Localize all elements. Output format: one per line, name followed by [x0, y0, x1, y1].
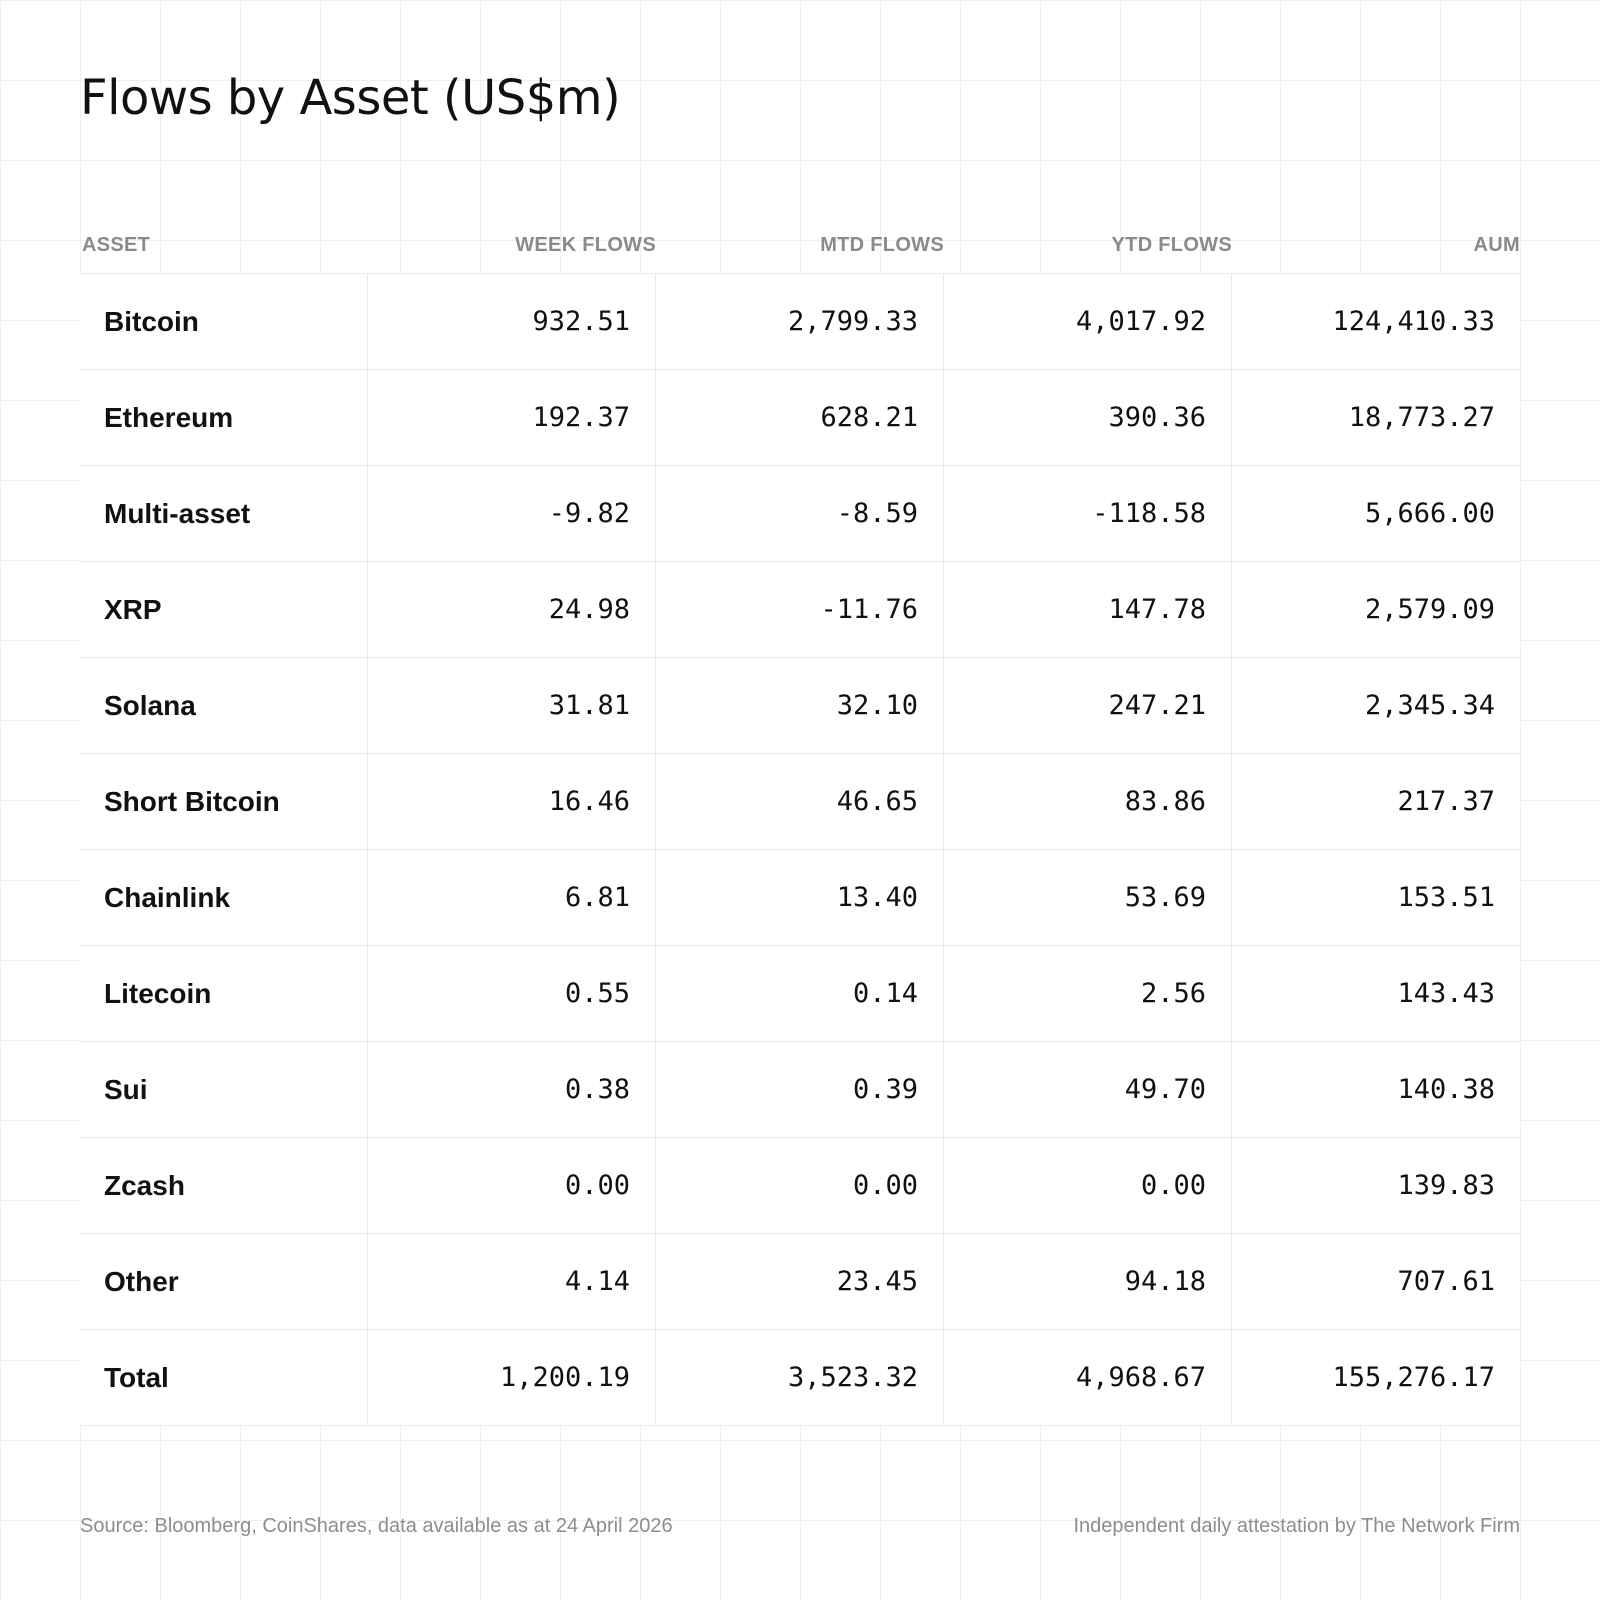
cell-week-flows: 192.37 — [368, 370, 656, 465]
cell-asset: Chainlink — [80, 850, 368, 945]
cell-asset: Bitcoin — [80, 274, 368, 369]
table-row: Sui 0.38 0.39 49.70 140.38 — [80, 1042, 1520, 1138]
table-row: Ethereum 192.37 628.21 390.36 18,773.27 — [80, 370, 1520, 466]
cell-asset: Sui — [80, 1042, 368, 1137]
table-header: ASSET WEEK FLOWS MTD FLOWS YTD FLOWS AUM — [80, 217, 1520, 273]
cell-asset: Other — [80, 1234, 368, 1329]
source-note: Source: Bloomberg, CoinShares, data avai… — [80, 1515, 673, 1537]
cell-ytd-flows: 94.18 — [944, 1234, 1232, 1329]
cell-mtd-flows: 32.10 — [656, 658, 944, 753]
cell-aum: 139.83 — [1397, 1170, 1495, 1201]
cell-mtd-flows: -8.59 — [656, 466, 944, 561]
cell-week-flows: 31.81 — [368, 658, 656, 753]
cell-asset: Short Bitcoin — [80, 754, 368, 849]
cell-ytd-flows: 4,968.67 — [944, 1330, 1232, 1425]
chart-title: Flows by Asset (US$m) — [80, 70, 621, 126]
cell-ytd-flows: 0.00 — [944, 1138, 1232, 1233]
cell-ytd-flows: 53.69 — [944, 850, 1232, 945]
cell-week-flows: 932.51 — [368, 274, 656, 369]
cell-asset: Solana — [80, 658, 368, 753]
cell-aum: 707.61 — [1397, 1266, 1495, 1297]
cell-aum: 143.43 — [1397, 978, 1495, 1009]
header-asset: ASSET — [82, 233, 151, 256]
cell-mtd-flows: -11.76 — [656, 562, 944, 657]
cell-aum: 2,345.34 — [1364, 690, 1495, 721]
cell-mtd-flows: 0.14 — [656, 946, 944, 1041]
table-row: Total 1,200.19 3,523.32 4,968.67 155,276.17 — [80, 1330, 1520, 1426]
table-body: Bitcoin 932.51 2,799.33 4,017.92 124,410.33 E… — [80, 273, 1520, 1426]
cell-asset: Litecoin — [80, 946, 368, 1041]
header-week-flows: WEEK FLOWS — [515, 233, 656, 256]
cell-week-flows: 4.14 — [368, 1234, 656, 1329]
cell-ytd-flows: -118.58 — [944, 466, 1232, 561]
cell-ytd-flows: 49.70 — [944, 1042, 1232, 1137]
table-row: Bitcoin 932.51 2,799.33 4,017.92 124,410.33 — [80, 274, 1520, 370]
cell-mtd-flows: 628.21 — [656, 370, 944, 465]
table-row: Chainlink 6.81 13.40 53.69 153.51 — [80, 850, 1520, 946]
cell-ytd-flows: 247.21 — [944, 658, 1232, 753]
cell-week-flows: 0.55 — [368, 946, 656, 1041]
cell-mtd-flows: 0.39 — [656, 1042, 944, 1137]
table-row: Litecoin 0.55 0.14 2.56 143.43 — [80, 946, 1520, 1042]
attestation-note: Independent daily attestation by The Net… — [1073, 1515, 1520, 1537]
header-aum: AUM — [1473, 233, 1520, 256]
cell-ytd-flows: 2.56 — [944, 946, 1232, 1041]
cell-week-flows: 0.38 — [368, 1042, 656, 1137]
cell-mtd-flows: 2,799.33 — [656, 274, 944, 369]
header-ytd-flows: YTD FLOWS — [1111, 233, 1232, 256]
cell-asset: Total — [80, 1330, 368, 1425]
cell-aum: 140.38 — [1397, 1074, 1495, 1105]
cell-asset: Zcash — [80, 1138, 368, 1233]
cell-week-flows: 0.00 — [368, 1138, 656, 1233]
table-row: XRP 24.98 -11.76 147.78 2,579.09 — [80, 562, 1520, 658]
table-row: Zcash 0.00 0.00 0.00 139.83 — [80, 1138, 1520, 1234]
cell-mtd-flows: 46.65 — [656, 754, 944, 849]
cell-mtd-flows: 0.00 — [656, 1138, 944, 1233]
cell-aum: 5,666.00 — [1364, 498, 1495, 529]
cell-ytd-flows: 4,017.92 — [944, 274, 1232, 369]
table-row: Short Bitcoin 16.46 46.65 83.86 217.37 — [80, 754, 1520, 850]
cell-aum: 124,410.33 — [1332, 306, 1495, 337]
cell-ytd-flows: 147.78 — [944, 562, 1232, 657]
cell-week-flows: 1,200.19 — [368, 1330, 656, 1425]
cell-week-flows: 24.98 — [368, 562, 656, 657]
cell-aum: 217.37 — [1397, 786, 1495, 817]
cell-week-flows: 16.46 — [368, 754, 656, 849]
cell-mtd-flows: 13.40 — [656, 850, 944, 945]
table-row: Solana 31.81 32.10 247.21 2,345.34 — [80, 658, 1520, 754]
flows-table: ASSET WEEK FLOWS MTD FLOWS YTD FLOWS AUM… — [80, 217, 1520, 1426]
header-mtd-flows: MTD FLOWS — [820, 233, 944, 256]
cell-week-flows: -9.82 — [368, 466, 656, 561]
cell-mtd-flows: 3,523.32 — [656, 1330, 944, 1425]
cell-asset: Multi-asset — [80, 466, 368, 561]
cell-ytd-flows: 83.86 — [944, 754, 1232, 849]
cell-aum: 155,276.17 — [1332, 1362, 1495, 1393]
table-row: Multi-asset -9.82 -8.59 -118.58 5,666.00 — [80, 466, 1520, 562]
cell-week-flows: 6.81 — [368, 850, 656, 945]
cell-asset: Ethereum — [80, 370, 368, 465]
cell-asset: XRP — [80, 562, 368, 657]
cell-aum: 18,773.27 — [1348, 402, 1495, 433]
cell-ytd-flows: 390.36 — [944, 370, 1232, 465]
table-row: Other 4.14 23.45 94.18 707.61 — [80, 1234, 1520, 1330]
cell-aum: 153.51 — [1397, 882, 1495, 913]
cell-mtd-flows: 23.45 — [656, 1234, 944, 1329]
cell-aum: 2,579.09 — [1364, 594, 1495, 625]
